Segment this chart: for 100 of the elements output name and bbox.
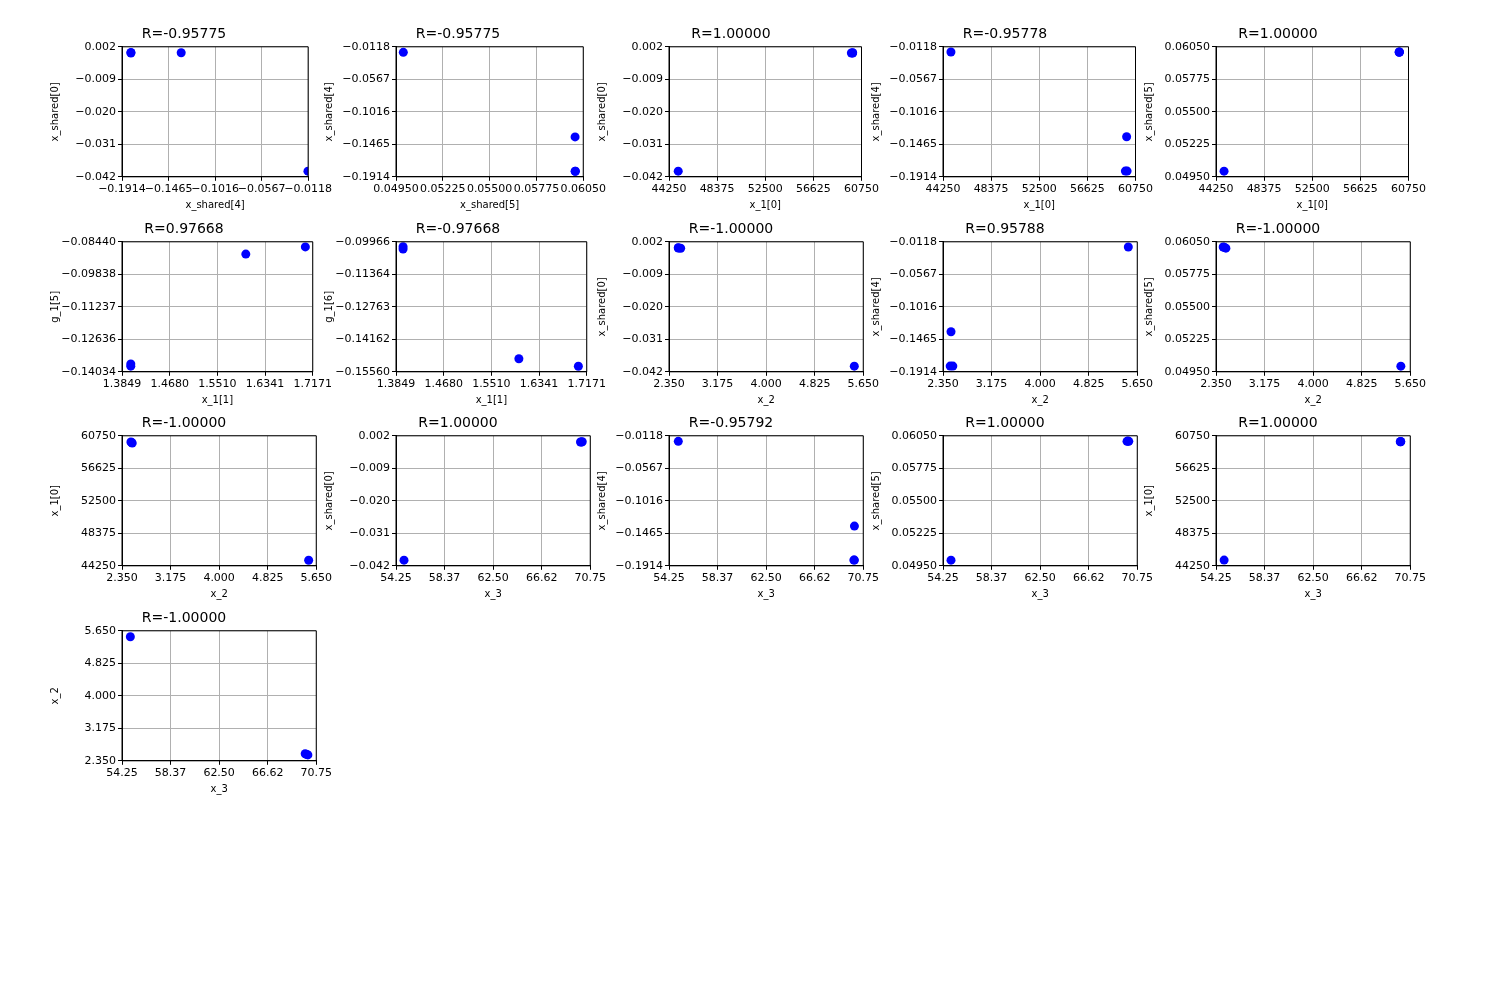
x-tick-label: 56625 [795, 182, 831, 196]
y-tick-label: −0.020 [622, 104, 663, 118]
y-tick-label: −0.1914 [888, 169, 937, 183]
x-tick-label: 60750 [1117, 182, 1153, 196]
y-axis-title: x_shared[0] [48, 82, 61, 142]
x-tick-label: −0.0118 [284, 182, 333, 196]
x-tick-label: 1.6341 [245, 376, 285, 390]
y-tick-label: 0.05225 [1164, 137, 1210, 151]
y-tick-label: −0.0118 [888, 234, 937, 248]
x-tick-label: 44250 [651, 182, 687, 196]
y-tick-label: −0.12763 [334, 299, 390, 313]
y-tick-label: −0.1465 [615, 526, 663, 540]
x-axis-title: x_1[1] [201, 393, 234, 406]
x-tick-label: 3.175 [1248, 376, 1281, 390]
x-tick-label: 58.37 [1248, 571, 1281, 585]
chart-title: R=1.00000 [1238, 25, 1318, 42]
y-tick-label: 44250 [1175, 558, 1210, 572]
x-axis-title: x_3 [210, 782, 228, 795]
x-tick-label: 54.25 [106, 765, 138, 779]
x-tick-label: 56625 [1342, 182, 1378, 196]
x-axis-title: x_1[0] [1296, 198, 1329, 211]
x-tick-label: 58.37 [154, 765, 187, 779]
x-tick-label: 2.350 [926, 376, 959, 390]
x-tick-label: 62.50 [476, 571, 509, 585]
chart-title: R=-0.95792 [688, 414, 774, 431]
x-tick-label: 62.50 [203, 765, 235, 779]
x-tick-label: 58.37 [975, 571, 1007, 585]
x-tick-label: 5.650 [1121, 376, 1153, 390]
x-axis-title: x_3 [1030, 587, 1049, 600]
x-tick-label: 1.7171 [567, 376, 606, 390]
x-tick-label: 4.825 [251, 571, 284, 585]
y-tick-label: 0.002 [631, 39, 663, 53]
y-tick-label: 0.002 [631, 234, 663, 248]
chart-title: R=1.00000 [691, 25, 771, 42]
y-tick-label: −0.12636 [61, 331, 116, 345]
y-axis-title: x_1[0] [48, 484, 61, 517]
y-axis-title: x_shared[4] [869, 82, 882, 142]
y-tick-label: 4.825 [84, 655, 116, 669]
y-tick-label: −0.1016 [341, 104, 390, 118]
x-axis-title: x_1[1] [475, 393, 507, 406]
x-axis-title: x_3 [483, 587, 502, 600]
x-tick-label: 1.6341 [519, 376, 558, 390]
x-tick-label: 62.50 [1297, 571, 1329, 585]
x-tick-label: 2.350 [1200, 376, 1232, 390]
y-tick-label: 0.05775 [891, 461, 937, 475]
x-tick-label: 52500 [1021, 182, 1057, 196]
y-tick-label: 4.000 [84, 688, 116, 702]
y-tick-label: 48375 [81, 526, 116, 540]
y-tick-label: 0.05225 [1164, 331, 1210, 345]
y-tick-label: −0.020 [75, 104, 116, 118]
x-tick-label: 60750 [1391, 182, 1426, 196]
x-tick-label: −0.1914 [98, 182, 146, 196]
x-tick-label: 1.7171 [293, 376, 333, 390]
y-tick-label: −0.042 [348, 558, 390, 572]
y-tick-label: 0.05500 [891, 493, 937, 507]
y-tick-label: −0.0567 [615, 461, 663, 475]
y-axis-title: x_shared[0] [595, 276, 608, 336]
x-tick-label: 1.4680 [150, 376, 189, 390]
x-tick-label: 70.75 [1394, 571, 1426, 585]
y-tick-label: 0.05225 [891, 526, 937, 540]
x-tick-label: 54.25 [653, 571, 685, 585]
chart-title: R=1.00000 [417, 414, 498, 431]
chart-title: R=1.00000 [1238, 414, 1318, 431]
y-tick-label: −0.1465 [888, 137, 937, 151]
x-axis-title: x_2 [757, 393, 775, 406]
y-tick-label: 3.175 [84, 720, 116, 734]
x-tick-label: 3.175 [154, 571, 187, 585]
y-tick-label: −0.031 [622, 331, 663, 345]
x-tick-label: 1.5510 [198, 376, 237, 390]
y-tick-label: −0.020 [622, 299, 663, 313]
x-tick-label: 1.4680 [423, 376, 463, 390]
x-tick-label: 2.350 [653, 376, 685, 390]
x-tick-label: −0.1016 [191, 182, 239, 196]
chart-title: R=0.97668 [144, 219, 224, 236]
x-tick-label: 1.3849 [376, 376, 415, 390]
y-tick-label: −0.1016 [888, 104, 937, 118]
y-axis-title: x_1[0] [1142, 484, 1155, 517]
y-tick-label: −0.0567 [888, 266, 937, 280]
y-tick-label: −0.14034 [61, 364, 116, 378]
x-tick-label: 4.000 [1023, 376, 1056, 390]
x-tick-label: 3.175 [975, 376, 1007, 390]
y-axis-title: x_shared[5] [1142, 276, 1155, 336]
x-axis-title: x_3 [757, 587, 775, 600]
y-tick-label: 0.06050 [1164, 39, 1210, 53]
x-tick-label: 66.62 [1345, 571, 1378, 585]
y-tick-label: −0.031 [75, 137, 116, 151]
y-tick-label: 56625 [81, 461, 116, 475]
x-tick-label: 70.75 [574, 571, 606, 585]
x-tick-label: 44250 [925, 182, 960, 196]
y-tick-label: −0.009 [622, 266, 663, 280]
x-tick-label: 44250 [1198, 182, 1234, 196]
y-tick-label: 0.05500 [1164, 299, 1210, 313]
y-tick-label: −0.0118 [888, 39, 937, 53]
x-tick-label: 0.05225 [419, 182, 466, 196]
x-tick-label: 60750 [844, 182, 879, 196]
y-tick-label: −0.009 [75, 72, 116, 86]
x-tick-label: 5.650 [847, 376, 879, 390]
chart-title: R=-0.97668 [415, 219, 500, 236]
x-axis-title: x_2 [1030, 393, 1049, 406]
y-axis-title: x_shared[4] [869, 276, 882, 336]
